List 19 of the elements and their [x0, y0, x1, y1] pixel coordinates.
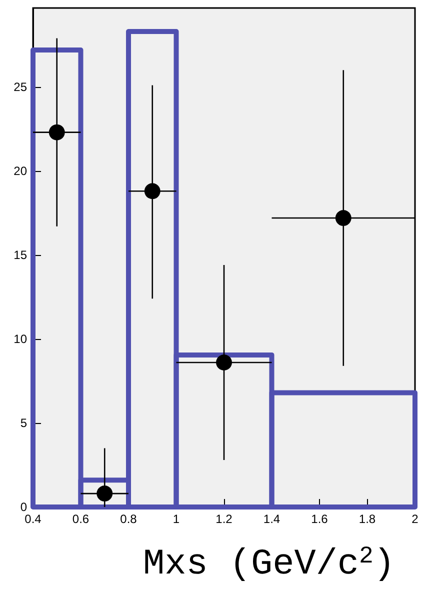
x-tick-label: 1.4 — [263, 512, 280, 526]
point — [144, 183, 160, 200]
y-tick-label: 10 — [14, 332, 28, 346]
y-tick-label: 0 — [20, 500, 28, 514]
point — [335, 210, 352, 226]
x-tick-label: 1.8 — [358, 512, 376, 526]
y-tick-label: 15 — [14, 248, 28, 262]
x-tick-label: 1 — [172, 512, 180, 526]
point — [48, 124, 65, 140]
x-tick-label: 0.4 — [24, 512, 42, 526]
y-tick-label: 25 — [14, 80, 28, 94]
x-tick-label: 0.8 — [120, 512, 138, 526]
x-tick-label: 0.6 — [72, 512, 90, 526]
x-tick-label: 1.2 — [216, 512, 233, 526]
x-tick-label: 1.6 — [311, 512, 328, 526]
y-tick-label: 20 — [14, 164, 28, 178]
y-tick-label: 5 — [20, 416, 28, 430]
point — [216, 354, 232, 371]
x-tick-label: 2 — [412, 512, 419, 526]
